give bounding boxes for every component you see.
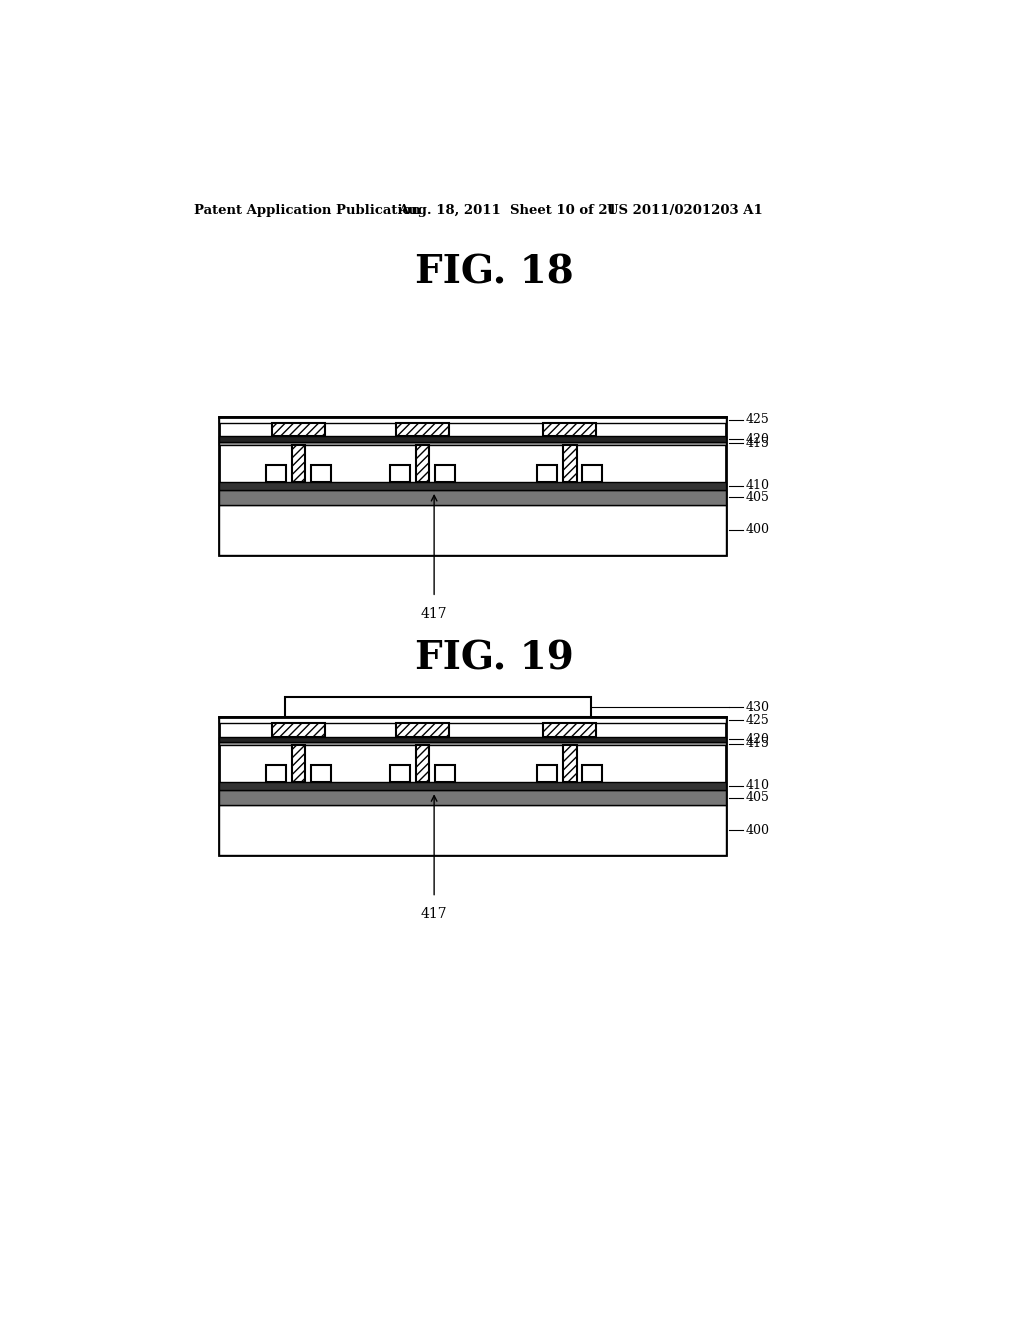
- Text: 425: 425: [745, 413, 769, 426]
- Bar: [272, 723, 325, 737]
- Text: 415: 415: [745, 737, 770, 750]
- Text: Patent Application Publication: Patent Application Publication: [194, 205, 421, 218]
- Bar: [219, 506, 726, 554]
- Text: 410: 410: [745, 479, 770, 492]
- Bar: [219, 789, 726, 805]
- Bar: [219, 718, 726, 723]
- Bar: [286, 697, 591, 718]
- Bar: [219, 718, 726, 855]
- Bar: [219, 805, 726, 855]
- Bar: [292, 744, 305, 781]
- Bar: [435, 766, 455, 781]
- Bar: [219, 417, 726, 422]
- Text: 405: 405: [745, 791, 770, 804]
- Bar: [219, 437, 726, 442]
- Text: FIG. 19: FIG. 19: [415, 640, 573, 678]
- Bar: [538, 766, 557, 781]
- Bar: [563, 445, 577, 482]
- Bar: [396, 422, 449, 437]
- Bar: [544, 723, 596, 737]
- Text: US 2011/0201203 A1: US 2011/0201203 A1: [607, 205, 763, 218]
- Bar: [583, 766, 602, 781]
- Text: FIG. 18: FIG. 18: [415, 253, 573, 292]
- Text: 420: 420: [745, 433, 770, 446]
- Text: 417: 417: [421, 907, 447, 921]
- Bar: [311, 766, 331, 781]
- Bar: [563, 744, 577, 781]
- Bar: [390, 766, 410, 781]
- Bar: [396, 723, 449, 737]
- Bar: [219, 781, 726, 789]
- Bar: [544, 422, 596, 437]
- Bar: [219, 742, 726, 744]
- Text: 410: 410: [745, 779, 770, 792]
- Text: Aug. 18, 2011  Sheet 10 of 21: Aug. 18, 2011 Sheet 10 of 21: [397, 205, 616, 218]
- Text: 400: 400: [745, 524, 770, 536]
- Text: 430: 430: [745, 701, 770, 714]
- Bar: [219, 737, 726, 742]
- Bar: [219, 417, 726, 554]
- Text: 420: 420: [745, 733, 770, 746]
- Bar: [219, 442, 726, 445]
- Text: 400: 400: [745, 824, 770, 837]
- Text: 415: 415: [745, 437, 770, 450]
- Bar: [538, 465, 557, 482]
- Bar: [292, 445, 305, 482]
- Text: 405: 405: [745, 491, 770, 504]
- Bar: [219, 482, 726, 490]
- Bar: [266, 465, 286, 482]
- Bar: [435, 465, 455, 482]
- Bar: [272, 422, 325, 437]
- Text: 425: 425: [745, 714, 769, 726]
- Text: 417: 417: [421, 607, 447, 620]
- Bar: [416, 744, 429, 781]
- Bar: [266, 766, 286, 781]
- Bar: [583, 465, 602, 482]
- Bar: [390, 465, 410, 482]
- Bar: [311, 465, 331, 482]
- Bar: [416, 445, 429, 482]
- Bar: [219, 490, 726, 504]
